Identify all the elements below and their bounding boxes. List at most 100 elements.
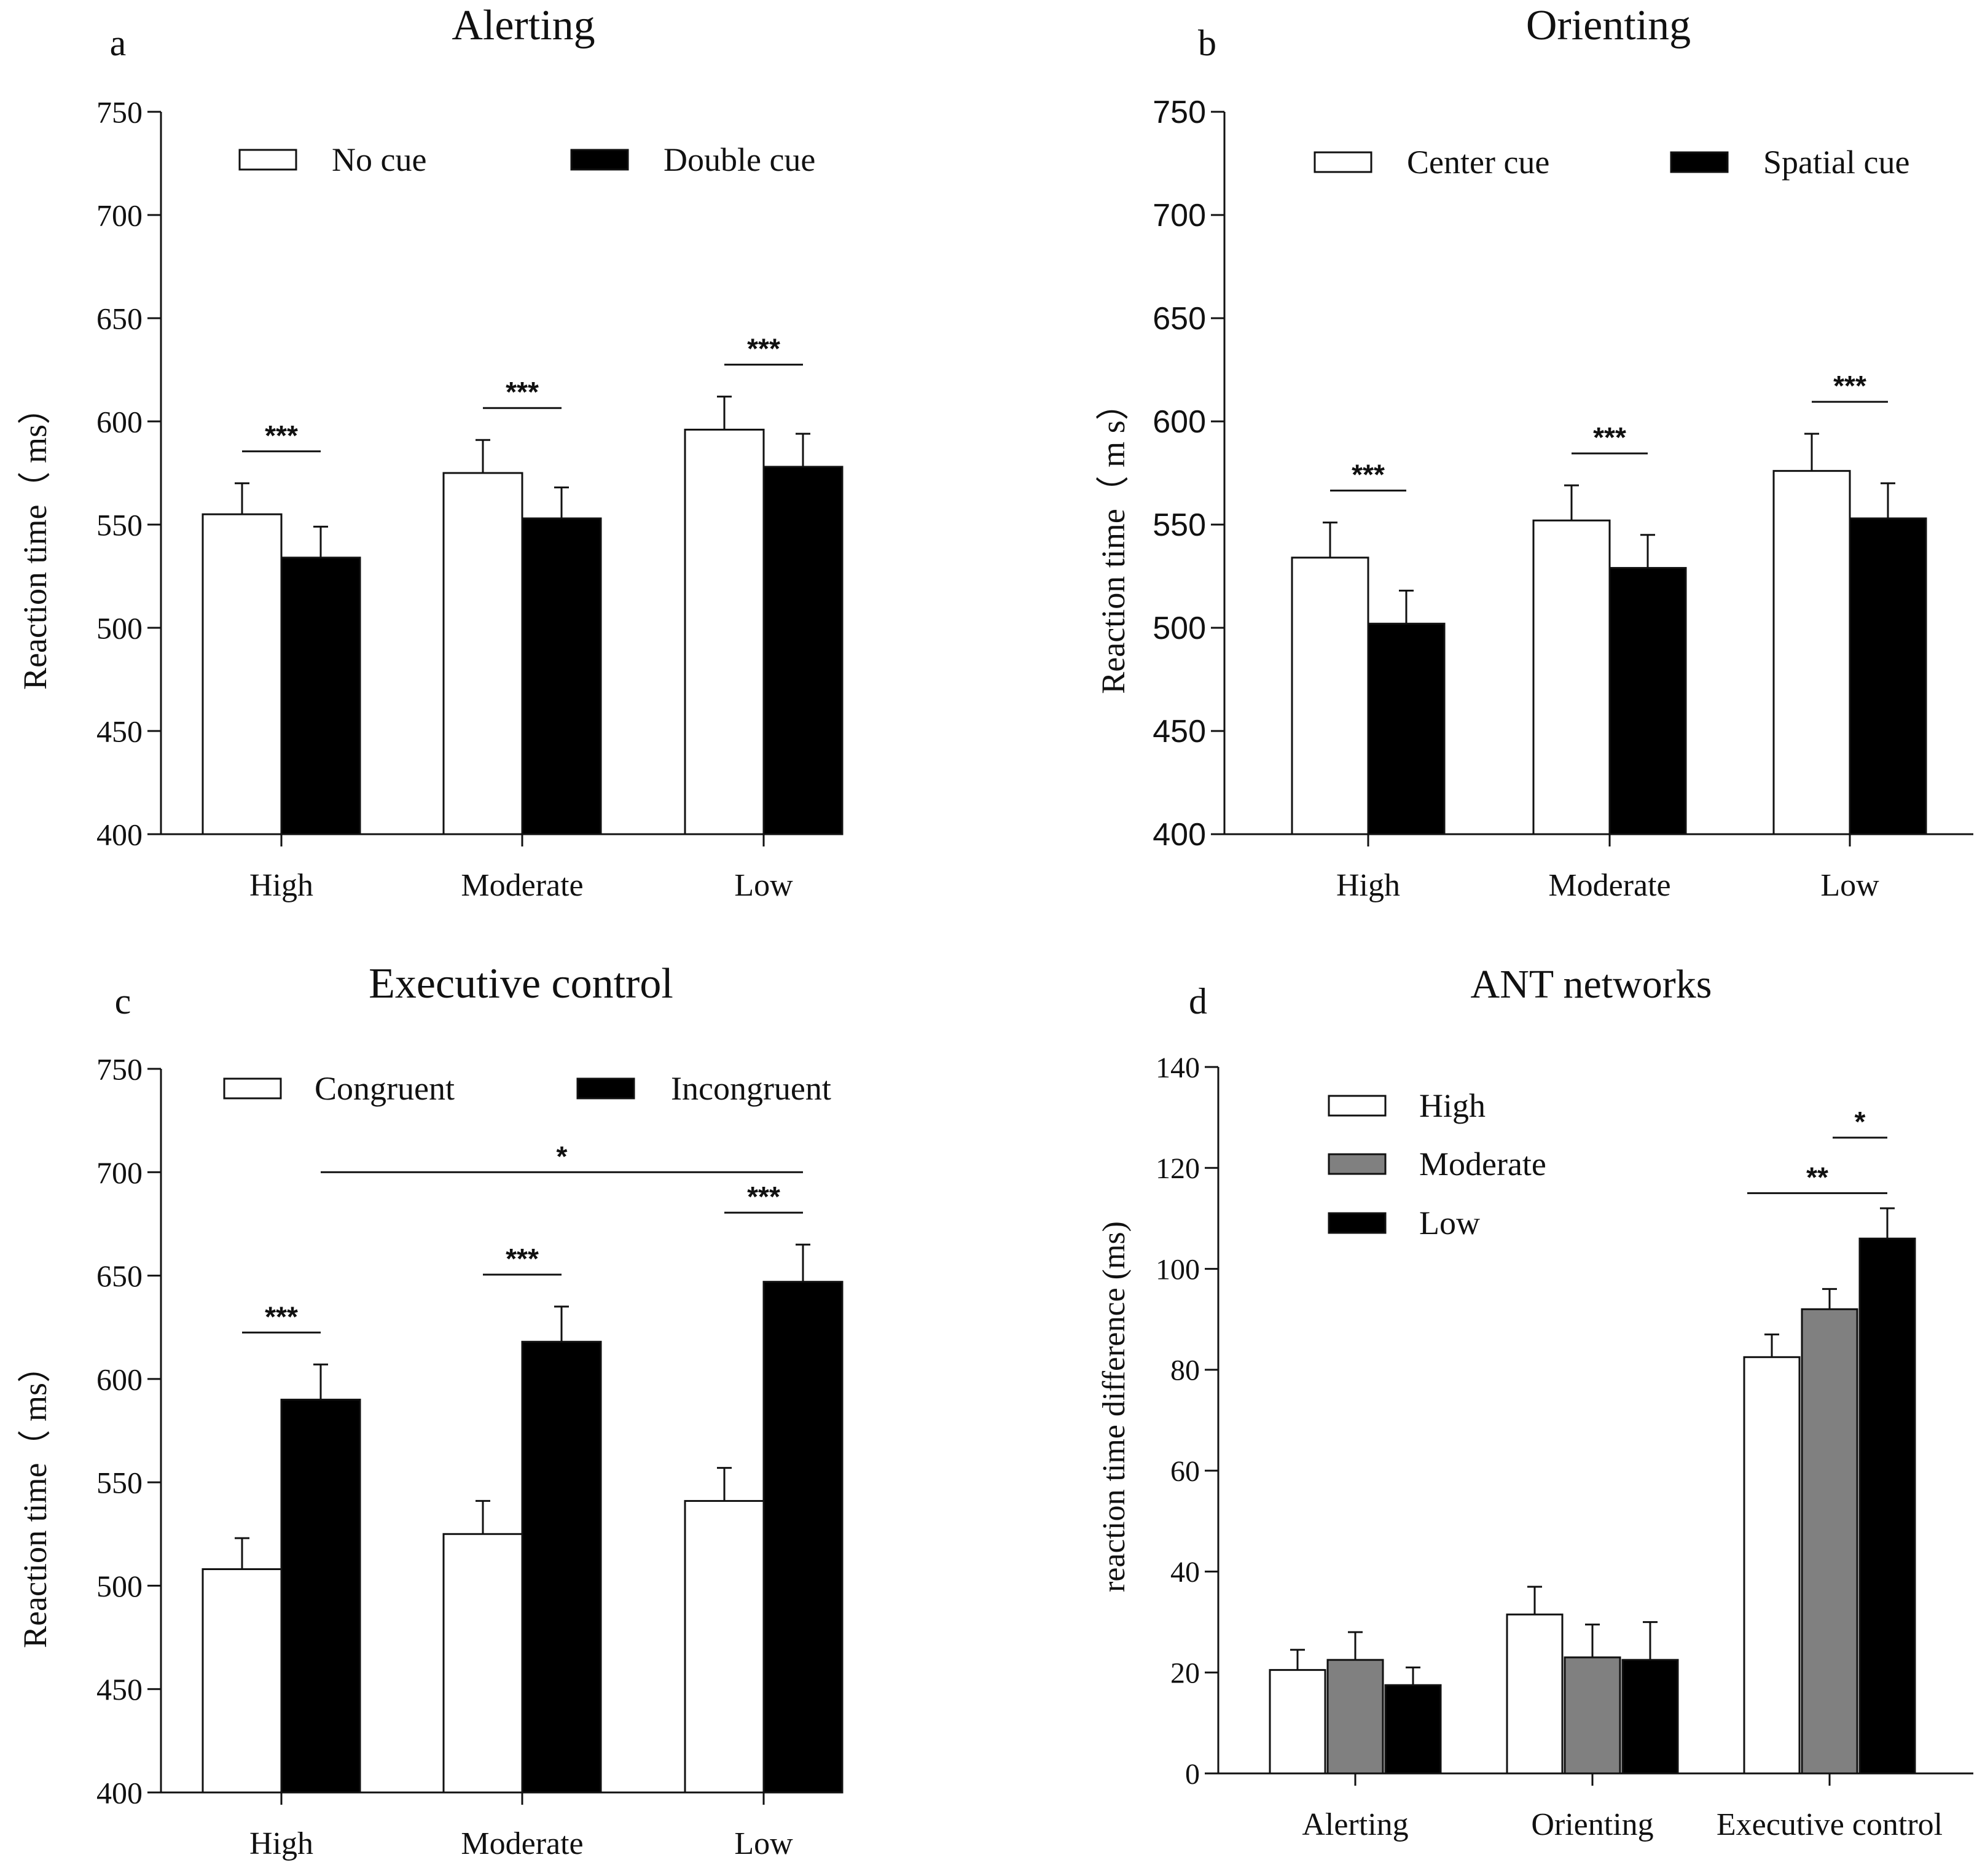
legend-label: High <box>1419 1087 1486 1124</box>
y-tick-label: 500 <box>1153 611 1206 646</box>
legend-swatch <box>576 1077 635 1100</box>
y-tick-label: 400 <box>96 818 143 852</box>
y-tick-label: 600 <box>96 405 143 439</box>
legend-swatch <box>238 149 297 171</box>
x-tick-label: Low <box>1820 868 1879 903</box>
y-tick-label: 550 <box>96 508 143 542</box>
bar <box>1326 1659 1384 1775</box>
y-tick-label: 550 <box>96 1466 143 1500</box>
significance-label: ** <box>1806 1161 1828 1193</box>
bar <box>684 1499 765 1794</box>
x-tick-label: Low <box>734 868 793 903</box>
y-tick-label: 0 <box>1185 1758 1200 1791</box>
x-tick-label: Moderate <box>461 1826 583 1861</box>
legend-label: Spatial cue <box>1763 144 1909 181</box>
bar <box>1506 1613 1564 1775</box>
bar <box>1772 470 1851 835</box>
bar <box>1564 1656 1621 1775</box>
x-tick-label: High <box>1336 868 1400 903</box>
panel-b-orienting: b Orienting Reaction time（ m s） 400 450 50… <box>1095 2 1973 903</box>
y-tick-label: 600 <box>96 1362 143 1396</box>
bar <box>280 1399 361 1794</box>
legend-swatch <box>1314 151 1372 173</box>
y-tick-label: 450 <box>96 714 143 749</box>
y-tick-label: 700 <box>96 198 143 233</box>
y-tick-label: 60 <box>1170 1455 1200 1488</box>
bar <box>442 472 523 835</box>
significance-label: *** <box>506 1243 539 1275</box>
bar <box>1743 1356 1801 1775</box>
panel-d-ant-networks: d ANT networks reaction time difference … <box>1097 962 1973 1842</box>
legend-swatch <box>1670 151 1729 173</box>
legend-label: Low <box>1419 1205 1480 1241</box>
panel-c-executive-control: c Executive control Reaction time（ ms） 4… <box>17 960 844 1861</box>
legend-swatch <box>1328 1153 1387 1175</box>
chart-title: Alerting <box>452 2 595 49</box>
y-tick-label: 450 <box>96 1672 143 1706</box>
bar <box>1801 1308 1858 1775</box>
y-tick-label: 400 <box>1153 817 1206 853</box>
bar <box>1608 567 1687 835</box>
legend-swatch <box>223 1077 282 1100</box>
chart-title: Executive control <box>369 960 673 1007</box>
significance-label: *** <box>747 333 780 365</box>
y-tick-label: 650 <box>96 1259 143 1293</box>
bar <box>762 466 844 835</box>
bar <box>1384 1684 1442 1775</box>
x-tick-label: High <box>249 1826 313 1861</box>
legend-swatch <box>570 149 629 171</box>
significance-label: *** <box>265 420 298 451</box>
x-tick-label: Low <box>734 1826 793 1861</box>
bar <box>521 1340 602 1794</box>
significance-label: *** <box>1593 421 1626 453</box>
bar <box>1532 519 1611 835</box>
x-tick-label: Moderate <box>1548 868 1670 903</box>
y-axis-label: Reaction time（ m s） <box>1095 387 1132 694</box>
y-tick-label: 500 <box>96 1569 143 1603</box>
bar <box>762 1281 844 1794</box>
significance-label: *** <box>506 376 539 408</box>
y-axis-label: Reaction time（ ms） <box>17 1350 53 1648</box>
bar <box>1849 517 1927 835</box>
y-tick-label: 700 <box>96 1155 143 1190</box>
y-axis-label: reaction time difference (ms) <box>1097 1221 1132 1592</box>
bar <box>684 428 765 835</box>
bar <box>1291 557 1369 835</box>
legend-label: Center cue <box>1407 144 1549 181</box>
chart-title: ANT networks <box>1471 962 1712 1007</box>
legend-label: Moderate <box>1419 1146 1546 1182</box>
y-tick-label: 40 <box>1170 1556 1200 1589</box>
legend-label: No cue <box>332 141 426 178</box>
y-tick-label: 120 <box>1156 1152 1200 1185</box>
significance-label: * <box>557 1140 568 1172</box>
panel-letter: d <box>1189 981 1207 1022</box>
legend-label: Double cue <box>664 141 815 178</box>
y-tick-label: 20 <box>1170 1657 1200 1690</box>
y-tick-label: 100 <box>1156 1253 1200 1286</box>
x-tick-label: Orienting <box>1531 1807 1653 1842</box>
panel-a-alerting: a Alerting Reaction time（ ms） 400 450 500 5… <box>17 2 844 903</box>
y-tick-label: 650 <box>1153 301 1206 337</box>
y-tick-label: 600 <box>1153 404 1206 440</box>
legend-swatch <box>1328 1212 1387 1234</box>
bar <box>202 513 283 835</box>
legend-label: Congruent <box>315 1070 455 1107</box>
y-tick-label: 450 <box>1153 714 1206 749</box>
chart-title: Orienting <box>1526 2 1691 49</box>
significance-label: *** <box>1833 370 1866 402</box>
legend-swatch <box>1328 1095 1387 1117</box>
x-tick-label: Moderate <box>461 868 583 903</box>
y-tick-label: 500 <box>96 611 143 646</box>
y-tick-label: 750 <box>96 95 143 130</box>
bar <box>1269 1669 1326 1775</box>
panel-letter: b <box>1198 23 1216 63</box>
panel-letter: a <box>110 23 127 63</box>
y-axis-label: Reaction time（ ms） <box>17 391 53 690</box>
y-tick-label: 550 <box>1153 507 1206 543</box>
legend-label: Incongruent <box>671 1070 831 1107</box>
significance-label: * <box>1855 1106 1866 1138</box>
y-tick-label: 140 <box>1156 1052 1200 1084</box>
bar <box>1367 622 1446 835</box>
significance-label: *** <box>1352 459 1385 491</box>
y-tick-label: 80 <box>1170 1354 1200 1387</box>
